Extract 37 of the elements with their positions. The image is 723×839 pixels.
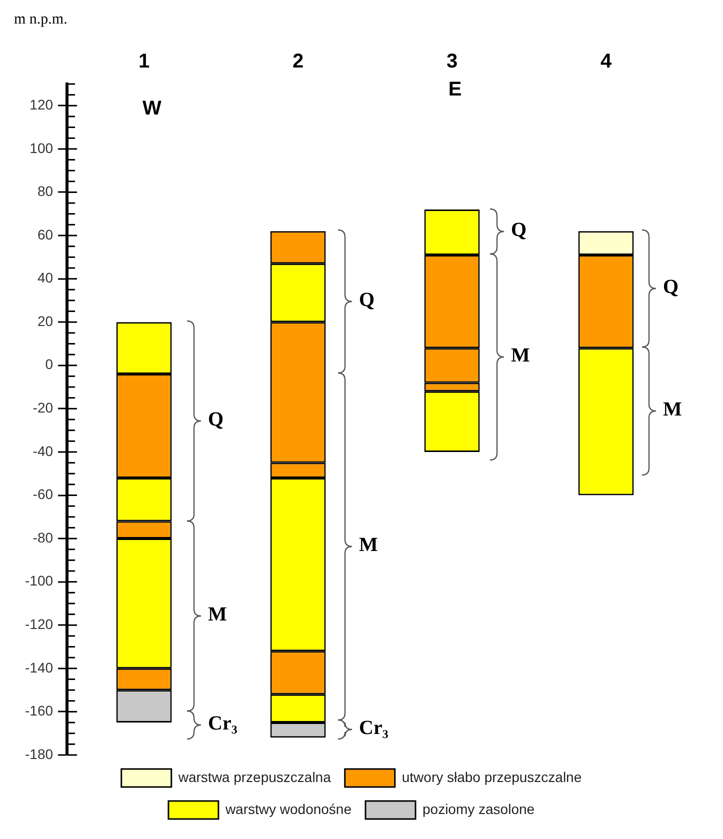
y-tick-label: -180 xyxy=(24,746,54,762)
annotation: M xyxy=(208,604,227,626)
x-tick-label: 3 xyxy=(446,50,458,73)
annotation: M xyxy=(511,344,530,367)
y-tick-label: -160 xyxy=(24,702,54,719)
annotation: M xyxy=(663,398,682,421)
y-tick-label: -140 xyxy=(24,659,54,676)
legend-label: warstwa przepuszczalna xyxy=(177,768,332,785)
x-tick-label: 2 xyxy=(292,50,304,73)
y-tick-label: 100 xyxy=(30,140,54,156)
x-tick-label: 1 xyxy=(138,50,150,73)
annotation: M xyxy=(359,534,378,556)
y-tick-label: -20 xyxy=(32,400,54,416)
annotation: Q xyxy=(208,408,224,431)
x-tick-label: 4 xyxy=(600,50,612,73)
legend-label: poziomy zasolone xyxy=(422,800,535,817)
y-tick-label: 80 xyxy=(37,183,54,200)
y-tick-label: -40 xyxy=(32,442,54,459)
legend-label: utwory słabo przepuszczalne xyxy=(402,768,582,785)
annotation: Q xyxy=(511,219,527,242)
annotation: Q xyxy=(663,276,679,298)
annotation: Cr₃ xyxy=(359,717,388,740)
y-tick-label: 40 xyxy=(37,270,54,286)
y-tick-label: -120 xyxy=(24,616,54,632)
y-tick-label: 120 xyxy=(30,96,54,113)
annotation: Cr₃ xyxy=(208,712,238,735)
annotation: E xyxy=(448,78,462,100)
y-tick-label: -80 xyxy=(32,529,54,546)
legend-label: warstwy wodonośne xyxy=(224,800,352,817)
y-tick-label: -60 xyxy=(32,486,54,502)
y-tick-label: 60 xyxy=(37,226,54,242)
y-tick-label: 0 xyxy=(45,356,54,372)
annotation: Q xyxy=(359,289,375,312)
y-axis-title: m n.p.m. xyxy=(14,11,68,28)
y-tick-label: 20 xyxy=(37,312,54,329)
annotation: W xyxy=(142,97,162,120)
y-tick-label: -100 xyxy=(24,572,54,589)
